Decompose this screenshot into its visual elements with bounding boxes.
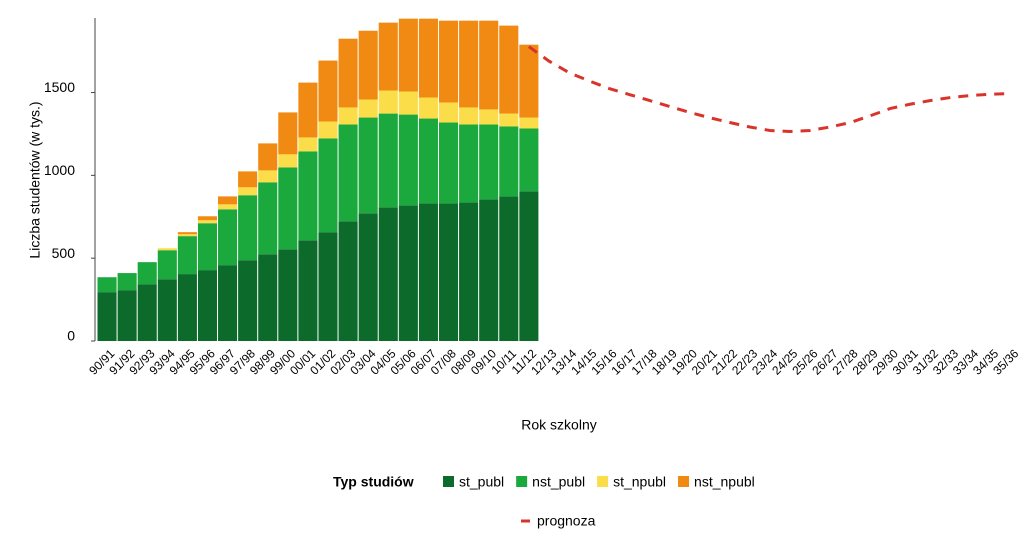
y-tick-label: 0 bbox=[67, 328, 75, 344]
bar-segment bbox=[459, 124, 479, 203]
bar-segment bbox=[238, 195, 258, 261]
bar-segment bbox=[338, 38, 358, 108]
bar-segment bbox=[258, 254, 278, 341]
legend-label: st_publ bbox=[459, 474, 504, 490]
legend-swatch bbox=[516, 476, 528, 487]
bar-segment bbox=[438, 20, 459, 103]
bar-segment bbox=[278, 112, 298, 155]
bar-segment bbox=[358, 99, 378, 118]
bar-segment bbox=[97, 292, 117, 341]
bar-segment bbox=[459, 202, 479, 341]
bar-segment bbox=[479, 20, 499, 110]
y-tick-label: 500 bbox=[52, 245, 76, 261]
bar-segment bbox=[459, 20, 479, 108]
bar-segment bbox=[318, 232, 338, 341]
bar-segment bbox=[278, 249, 298, 341]
bar-segment bbox=[499, 126, 519, 197]
bar-segment bbox=[358, 30, 378, 100]
bar-segment bbox=[137, 262, 157, 285]
bar-segment bbox=[499, 196, 519, 341]
bar-segment bbox=[218, 204, 238, 210]
bar-segment bbox=[378, 90, 398, 114]
bar-segment bbox=[137, 284, 157, 341]
legend-swatch bbox=[678, 476, 690, 487]
bar-segment bbox=[298, 137, 318, 152]
bar-segment bbox=[519, 117, 539, 129]
y-tick-label: 1500 bbox=[44, 79, 75, 95]
bar-segment bbox=[238, 171, 258, 188]
bar-segment bbox=[177, 236, 197, 275]
bar-segment bbox=[398, 205, 418, 341]
bar-segment bbox=[378, 113, 398, 208]
bar-segment bbox=[438, 102, 459, 123]
bar-segment bbox=[358, 117, 378, 214]
bar-segment bbox=[218, 209, 238, 266]
legend-title: Typ studiów bbox=[333, 474, 414, 490]
bar-segment bbox=[479, 124, 499, 200]
bar-segment bbox=[157, 279, 177, 341]
bar-segment bbox=[218, 265, 238, 341]
bar-segment bbox=[157, 250, 177, 280]
bar-segment bbox=[318, 138, 338, 233]
bar-segment bbox=[479, 109, 499, 125]
bar-segment bbox=[97, 277, 117, 293]
bar-segment bbox=[418, 97, 438, 119]
bar-segment bbox=[258, 182, 278, 255]
bar-segment bbox=[318, 121, 338, 139]
y-axis-label: Liczba studentów (w tys.) bbox=[27, 101, 43, 258]
bar-segment bbox=[459, 107, 479, 125]
legend-label: st_npubl bbox=[613, 474, 666, 490]
x-axis-label: Rok szkolny bbox=[521, 417, 596, 433]
bar-segment bbox=[298, 151, 318, 241]
bar-segment bbox=[258, 170, 278, 183]
bar-segment bbox=[398, 114, 418, 206]
legend-label: prognoza bbox=[537, 513, 596, 529]
bar-segment bbox=[197, 216, 218, 221]
bar-segment bbox=[418, 118, 438, 204]
bar-segment bbox=[177, 232, 197, 235]
bar-segment bbox=[238, 260, 258, 341]
bar-segment bbox=[479, 199, 499, 341]
bar-segment bbox=[338, 107, 358, 125]
bar-segment bbox=[418, 18, 438, 98]
bar-segment bbox=[258, 143, 278, 171]
bar-segment bbox=[238, 187, 258, 196]
bar-segment bbox=[398, 91, 418, 115]
bar-segment bbox=[338, 221, 358, 341]
bar-segment bbox=[499, 113, 519, 127]
bar-segment bbox=[438, 122, 459, 204]
y-tick-label: 1000 bbox=[44, 162, 75, 178]
bar-segment bbox=[519, 191, 539, 341]
bar-segment bbox=[197, 270, 218, 341]
bar-segment bbox=[378, 22, 398, 91]
bar-segment bbox=[117, 290, 137, 341]
legend-label: nst_publ bbox=[532, 474, 585, 490]
bar-segment bbox=[278, 167, 298, 250]
legend-swatch bbox=[597, 476, 609, 487]
bar-segment bbox=[298, 82, 318, 138]
bar-segment bbox=[378, 207, 398, 341]
legend-label: nst_npubl bbox=[694, 474, 755, 490]
bar-segment bbox=[218, 196, 238, 205]
legend-swatch bbox=[443, 476, 454, 487]
bar-segment bbox=[117, 273, 137, 291]
bar-segment bbox=[358, 213, 378, 341]
bar-segment bbox=[338, 124, 358, 222]
bar-segment bbox=[398, 18, 418, 92]
bar-segment bbox=[177, 234, 197, 237]
bar-segment bbox=[499, 25, 519, 114]
forecast-line bbox=[527, 45, 1012, 133]
bar-segment bbox=[418, 203, 438, 341]
bar-segment bbox=[519, 44, 539, 118]
bar-segment bbox=[197, 223, 218, 271]
bar-segment bbox=[318, 60, 338, 122]
bar-segment bbox=[438, 203, 459, 341]
bar-segment bbox=[278, 154, 298, 168]
bar-segment bbox=[519, 128, 539, 192]
bar-segment bbox=[157, 248, 177, 251]
bar-segment bbox=[197, 220, 218, 224]
bar-segment bbox=[298, 240, 318, 341]
bar-segment bbox=[177, 274, 197, 341]
